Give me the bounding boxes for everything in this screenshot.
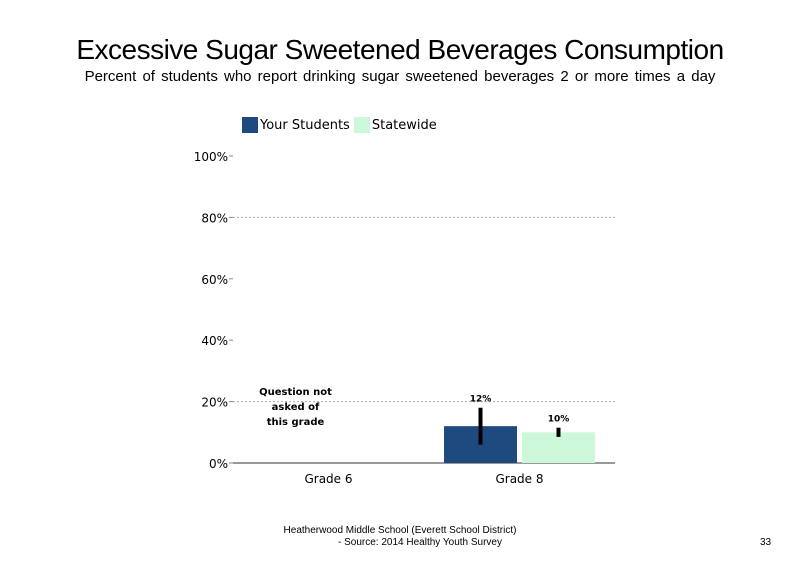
annotation-text: Question not bbox=[259, 387, 332, 398]
annotation-text: asked of bbox=[272, 402, 320, 413]
chart-subtitle: Percent of students who report drinking … bbox=[84, 68, 716, 85]
legend-swatch-statewide bbox=[353, 117, 370, 133]
x-tick-label: Grade 6 bbox=[304, 472, 352, 486]
chart-title: Excessive Sugar Sweetened Beverages Cons… bbox=[76, 34, 724, 65]
y-tick-label: 100% bbox=[194, 150, 228, 164]
y-tick-label: 60% bbox=[201, 273, 228, 287]
footer-school: Heatherwood Middle School (Everett Schoo… bbox=[283, 525, 517, 536]
legend-item-your-students: Your Students bbox=[242, 117, 350, 133]
bar-your-students bbox=[444, 426, 517, 463]
footer-source: - Source: 2014 Healthy Youth Survey bbox=[338, 537, 502, 548]
legend: Your Students Statewide bbox=[242, 117, 441, 133]
legend-item-statewide: Statewide bbox=[353, 117, 437, 133]
annotation-text: this grade bbox=[267, 417, 325, 428]
footer: Heatherwood Middle School (Everett Schoo… bbox=[250, 525, 550, 549]
page-number: 33 bbox=[760, 537, 772, 548]
legend-label-statewide: Statewide bbox=[371, 117, 437, 133]
data-label: 12% bbox=[470, 395, 492, 405]
legend-swatch-your-students bbox=[242, 117, 258, 133]
bar-statewide bbox=[522, 432, 595, 463]
y-tick-label: 20% bbox=[201, 396, 228, 410]
y-tick-label: 80% bbox=[201, 211, 228, 225]
legend-label-your-students: Your Students bbox=[260, 117, 350, 133]
y-tick-label: 40% bbox=[201, 334, 228, 348]
data-label: 10% bbox=[548, 415, 570, 425]
x-tick-label: Grade 8 bbox=[495, 472, 543, 486]
y-tick-label: 0% bbox=[209, 457, 228, 471]
